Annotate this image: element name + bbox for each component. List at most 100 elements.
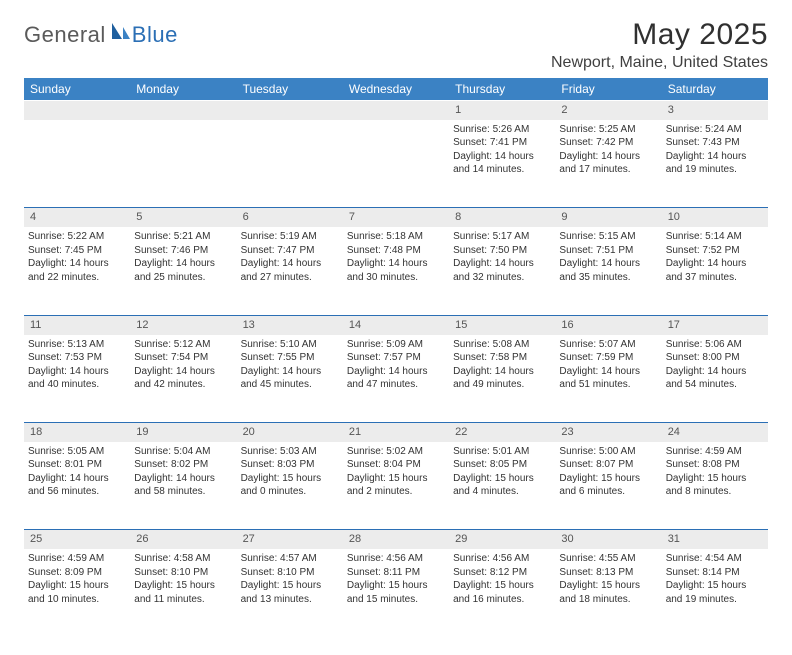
day-number-cell: 29 — [449, 530, 555, 549]
day-number-cell: 3 — [662, 101, 768, 120]
weekday-header-row: Sunday Monday Tuesday Wednesday Thursday… — [24, 78, 768, 101]
day-number-cell: 14 — [343, 315, 449, 334]
daylight-text: and 35 minutes. — [559, 271, 657, 285]
sunrise-text: Sunrise: 5:09 AM — [347, 338, 445, 352]
daylight-text: Daylight: 15 hours — [241, 472, 339, 486]
day-number-cell — [24, 101, 130, 120]
sunset-text: Sunset: 7:47 PM — [241, 244, 339, 258]
day-content-cell: Sunrise: 5:18 AMSunset: 7:48 PMDaylight:… — [343, 227, 449, 315]
sunset-text: Sunset: 7:54 PM — [134, 351, 232, 365]
daylight-text: Daylight: 14 hours — [241, 257, 339, 271]
weekday-header: Monday — [130, 78, 236, 101]
day-number-row: 11121314151617 — [24, 315, 768, 334]
brand-logo: General Blue — [24, 22, 178, 48]
sunrise-text: Sunrise: 4:58 AM — [134, 552, 232, 566]
daylight-text: Daylight: 14 hours — [559, 365, 657, 379]
daylight-text: Daylight: 14 hours — [134, 365, 232, 379]
sunrise-text: Sunrise: 5:07 AM — [559, 338, 657, 352]
daylight-text: Daylight: 14 hours — [347, 257, 445, 271]
sunrise-text: Sunrise: 5:10 AM — [241, 338, 339, 352]
day-content-cell: Sunrise: 4:54 AMSunset: 8:14 PMDaylight:… — [662, 549, 768, 637]
day-number-cell: 31 — [662, 530, 768, 549]
month-title: May 2025 — [551, 18, 768, 52]
daylight-text: Daylight: 15 hours — [559, 472, 657, 486]
day-number-cell: 7 — [343, 208, 449, 227]
day-content-cell: Sunrise: 5:24 AMSunset: 7:43 PMDaylight:… — [662, 120, 768, 208]
daylight-text: Daylight: 14 hours — [666, 150, 764, 164]
daylight-text: and 17 minutes. — [559, 163, 657, 177]
daylight-text: and 19 minutes. — [666, 593, 764, 607]
day-content-cell: Sunrise: 5:07 AMSunset: 7:59 PMDaylight:… — [555, 335, 661, 423]
daylight-text: and 10 minutes. — [28, 593, 126, 607]
daylight-text: Daylight: 14 hours — [453, 257, 551, 271]
brand-text-blue: Blue — [132, 22, 178, 48]
day-number-cell: 20 — [237, 423, 343, 442]
sunset-text: Sunset: 7:46 PM — [134, 244, 232, 258]
day-content-cell: Sunrise: 5:21 AMSunset: 7:46 PMDaylight:… — [130, 227, 236, 315]
sunrise-text: Sunrise: 4:57 AM — [241, 552, 339, 566]
sunrise-text: Sunrise: 4:59 AM — [666, 445, 764, 459]
sunrise-text: Sunrise: 5:19 AM — [241, 230, 339, 244]
daylight-text: Daylight: 14 hours — [134, 472, 232, 486]
day-content-cell: Sunrise: 5:01 AMSunset: 8:05 PMDaylight:… — [449, 442, 555, 530]
day-number-cell: 19 — [130, 423, 236, 442]
sunrise-text: Sunrise: 5:15 AM — [559, 230, 657, 244]
daylight-text: Daylight: 14 hours — [28, 257, 126, 271]
day-number-cell — [237, 101, 343, 120]
sunrise-text: Sunrise: 4:59 AM — [28, 552, 126, 566]
sunset-text: Sunset: 7:57 PM — [347, 351, 445, 365]
day-number-cell: 16 — [555, 315, 661, 334]
daylight-text: and 40 minutes. — [28, 378, 126, 392]
sunset-text: Sunset: 8:14 PM — [666, 566, 764, 580]
sunrise-text: Sunrise: 5:21 AM — [134, 230, 232, 244]
sunrise-text: Sunrise: 5:12 AM — [134, 338, 232, 352]
sunrise-text: Sunrise: 4:55 AM — [559, 552, 657, 566]
day-number-row: 123 — [24, 101, 768, 120]
daylight-text: Daylight: 15 hours — [453, 579, 551, 593]
day-content-cell: Sunrise: 5:04 AMSunset: 8:02 PMDaylight:… — [130, 442, 236, 530]
day-content-cell: Sunrise: 5:19 AMSunset: 7:47 PMDaylight:… — [237, 227, 343, 315]
daylight-text: and 45 minutes. — [241, 378, 339, 392]
day-content-row: Sunrise: 4:59 AMSunset: 8:09 PMDaylight:… — [24, 549, 768, 637]
day-content-row: Sunrise: 5:22 AMSunset: 7:45 PMDaylight:… — [24, 227, 768, 315]
daylight-text: Daylight: 14 hours — [134, 257, 232, 271]
daylight-text: and 47 minutes. — [347, 378, 445, 392]
day-number-cell — [343, 101, 449, 120]
daylight-text: and 49 minutes. — [453, 378, 551, 392]
daylight-text: Daylight: 15 hours — [347, 472, 445, 486]
day-content-cell: Sunrise: 5:06 AMSunset: 8:00 PMDaylight:… — [662, 335, 768, 423]
day-number-cell: 23 — [555, 423, 661, 442]
sunset-text: Sunset: 7:51 PM — [559, 244, 657, 258]
day-content-cell: Sunrise: 4:59 AMSunset: 8:08 PMDaylight:… — [662, 442, 768, 530]
day-content-cell: Sunrise: 4:57 AMSunset: 8:10 PMDaylight:… — [237, 549, 343, 637]
daylight-text: and 56 minutes. — [28, 485, 126, 499]
day-number-cell: 2 — [555, 101, 661, 120]
daylight-text: Daylight: 15 hours — [28, 579, 126, 593]
day-content-cell: Sunrise: 5:12 AMSunset: 7:54 PMDaylight:… — [130, 335, 236, 423]
day-number-cell: 5 — [130, 208, 236, 227]
day-content-cell: Sunrise: 5:17 AMSunset: 7:50 PMDaylight:… — [449, 227, 555, 315]
sunset-text: Sunset: 8:05 PM — [453, 458, 551, 472]
daylight-text: Daylight: 15 hours — [453, 472, 551, 486]
daylight-text: Daylight: 15 hours — [241, 579, 339, 593]
weekday-header: Thursday — [449, 78, 555, 101]
sunset-text: Sunset: 8:03 PM — [241, 458, 339, 472]
sunrise-text: Sunrise: 5:03 AM — [241, 445, 339, 459]
daylight-text: and 11 minutes. — [134, 593, 232, 607]
sunrise-text: Sunrise: 5:18 AM — [347, 230, 445, 244]
sunset-text: Sunset: 8:10 PM — [241, 566, 339, 580]
daylight-text: and 37 minutes. — [666, 271, 764, 285]
sunrise-text: Sunrise: 4:56 AM — [453, 552, 551, 566]
day-number-cell — [130, 101, 236, 120]
sunrise-text: Sunrise: 5:02 AM — [347, 445, 445, 459]
day-content-cell — [24, 120, 130, 208]
day-number-cell: 12 — [130, 315, 236, 334]
sunrise-text: Sunrise: 5:13 AM — [28, 338, 126, 352]
sunset-text: Sunset: 8:12 PM — [453, 566, 551, 580]
sunset-text: Sunset: 8:09 PM — [28, 566, 126, 580]
day-number-cell: 6 — [237, 208, 343, 227]
sunset-text: Sunset: 7:55 PM — [241, 351, 339, 365]
daylight-text: and 4 minutes. — [453, 485, 551, 499]
sunset-text: Sunset: 7:52 PM — [666, 244, 764, 258]
sunset-text: Sunset: 7:59 PM — [559, 351, 657, 365]
